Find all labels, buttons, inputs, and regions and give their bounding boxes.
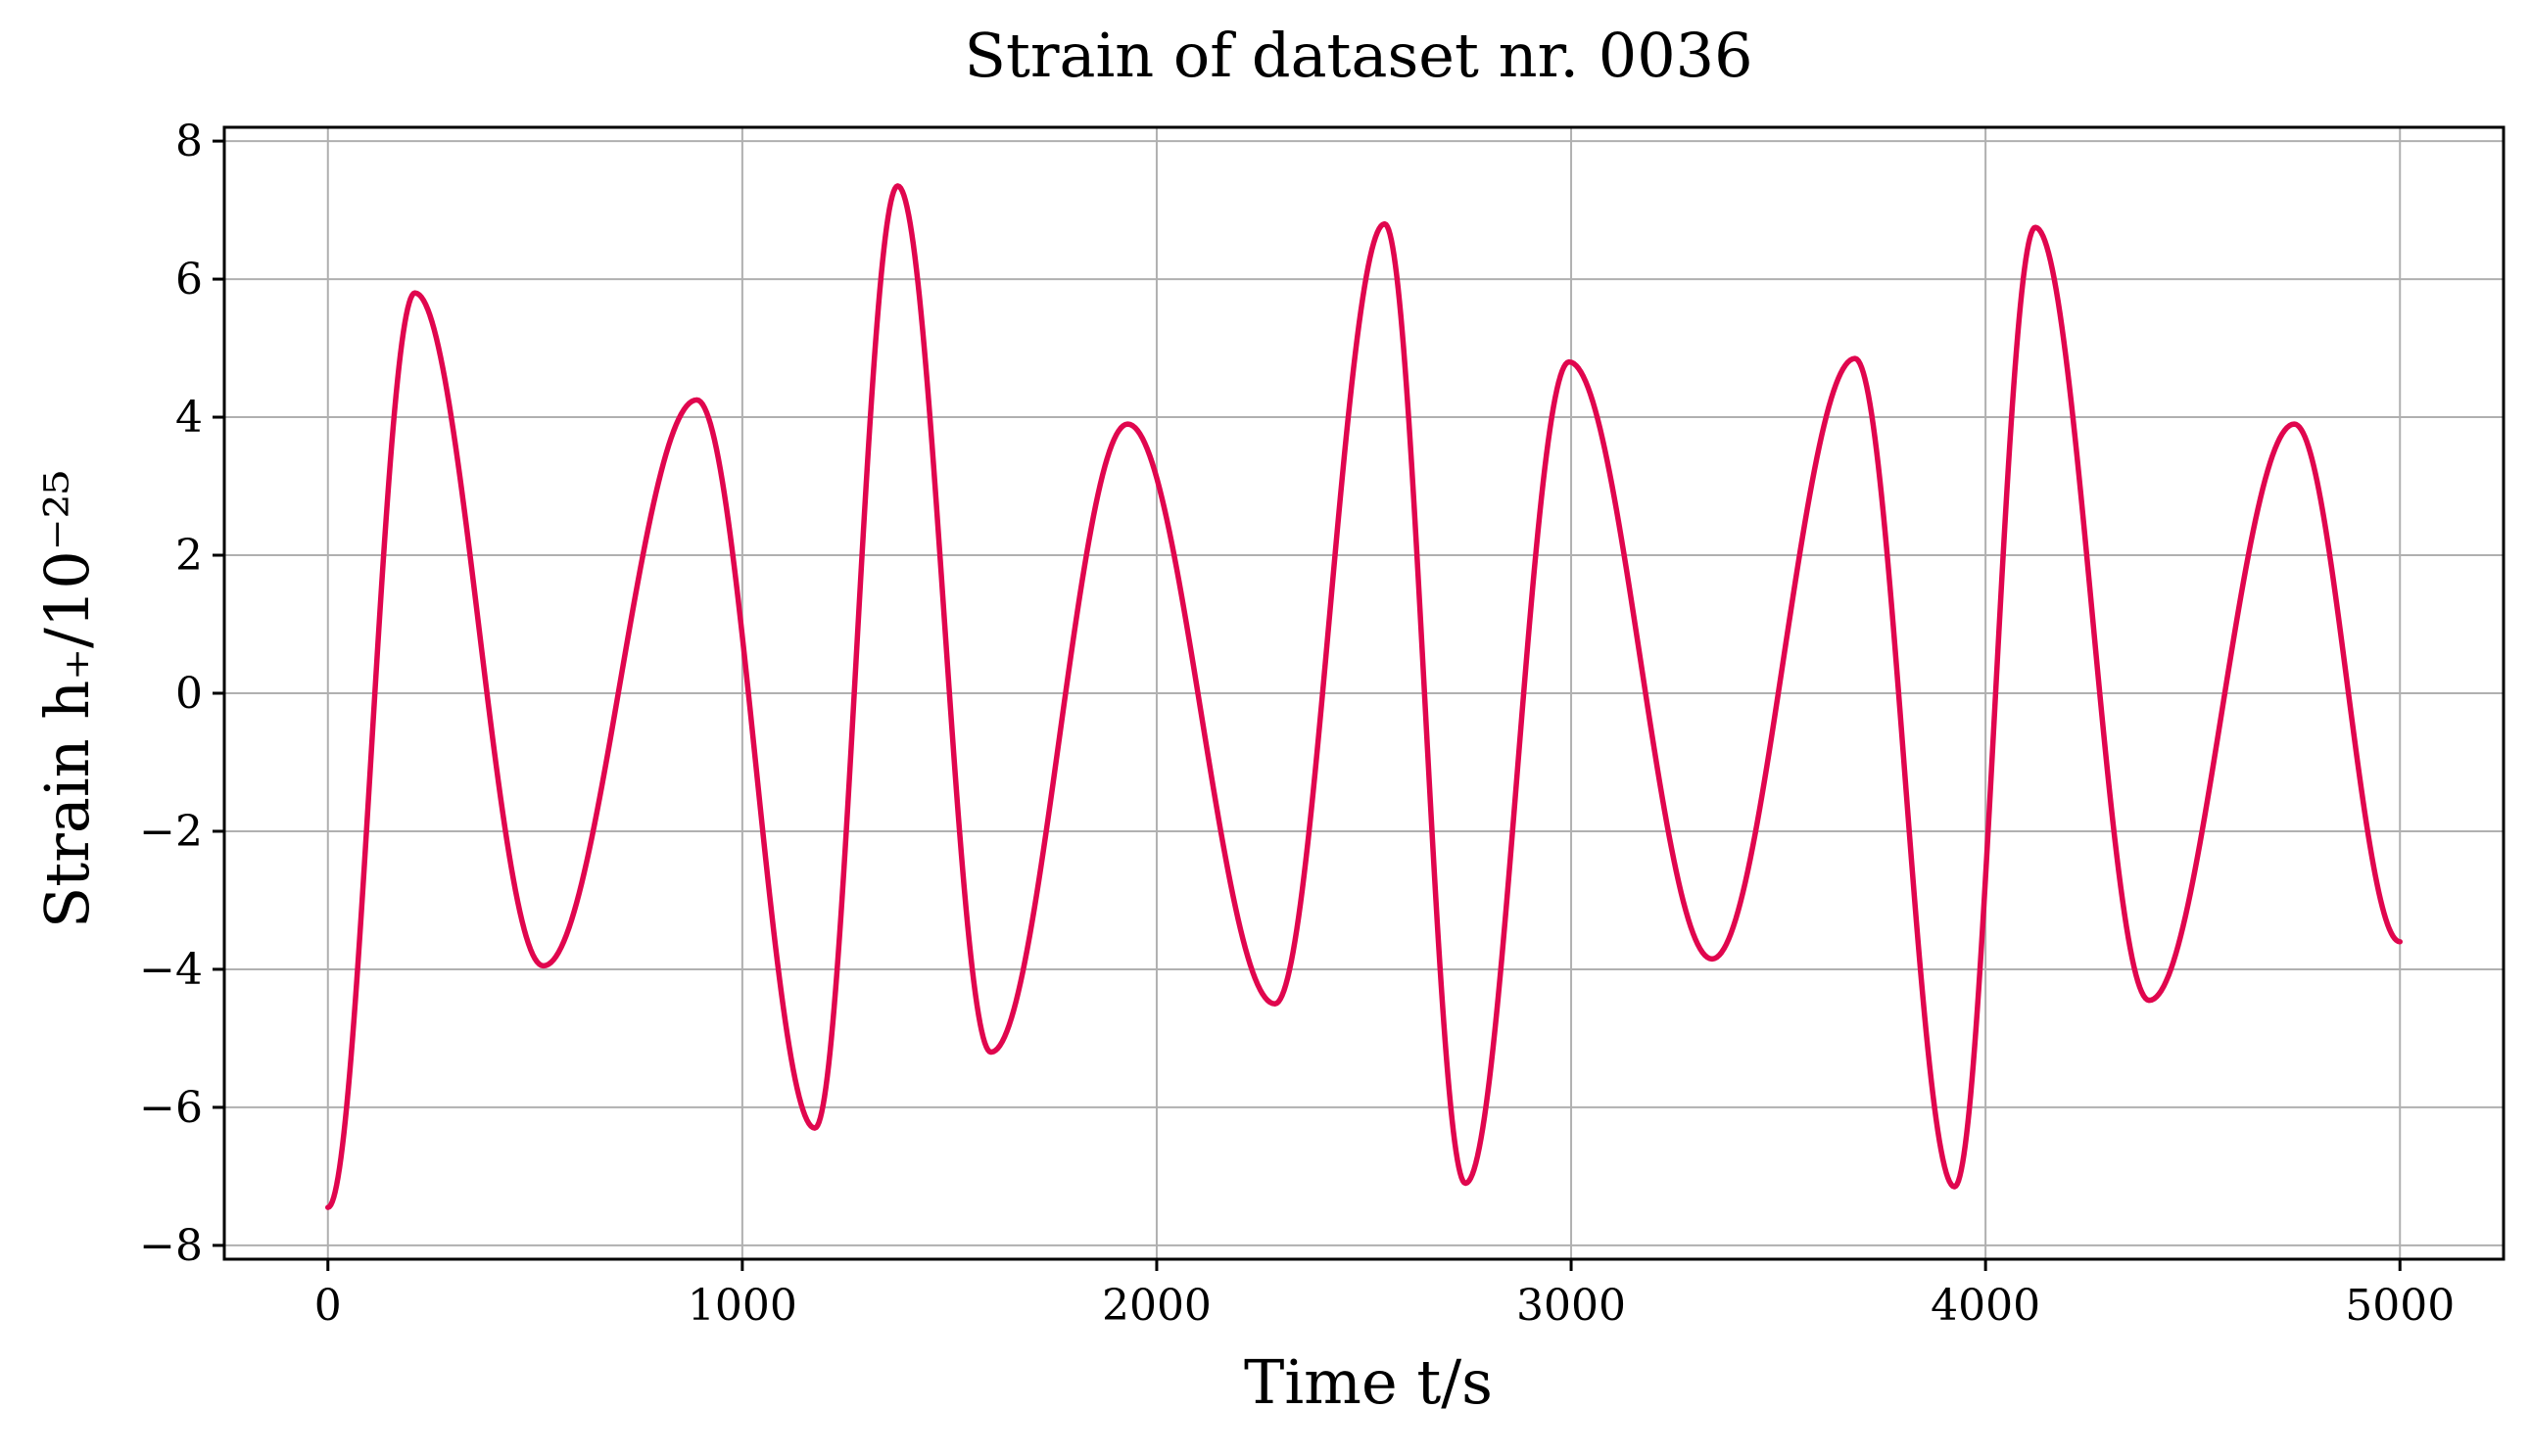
y-tick-label: −6 <box>139 1083 203 1133</box>
x-tick-label: 5000 <box>2345 1281 2455 1331</box>
y-tick-label: 2 <box>175 531 203 581</box>
y-tick-label: 0 <box>175 669 203 719</box>
strain-series-line <box>325 183 2403 1210</box>
x-axis-label: Time t/s <box>1244 1346 1493 1418</box>
x-tick-label: 3000 <box>1516 1281 1626 1331</box>
y-tick-label: −8 <box>139 1221 203 1271</box>
x-tick-label: 4000 <box>1931 1281 2040 1331</box>
y-axis-ticks: −8 −6 −4 −2 0 2 4 6 8 <box>139 117 224 1271</box>
x-axis-ticks: 0 1000 2000 3000 4000 5000 <box>314 1259 2455 1331</box>
y-tick-label: −4 <box>139 945 203 995</box>
x-tick-label: 0 <box>314 1281 342 1331</box>
x-tick-label: 1000 <box>688 1281 797 1331</box>
y-axis-label: Strain h₊/10⁻²⁵ <box>31 470 103 928</box>
y-tick-label: 4 <box>175 393 203 443</box>
y-tick-label: 8 <box>175 117 203 166</box>
x-tick-label: 2000 <box>1102 1281 1212 1331</box>
y-tick-label: −2 <box>139 807 203 857</box>
y-tick-label: 6 <box>175 255 203 305</box>
chart-title: Strain of dataset nr. 0036 <box>964 20 1752 91</box>
